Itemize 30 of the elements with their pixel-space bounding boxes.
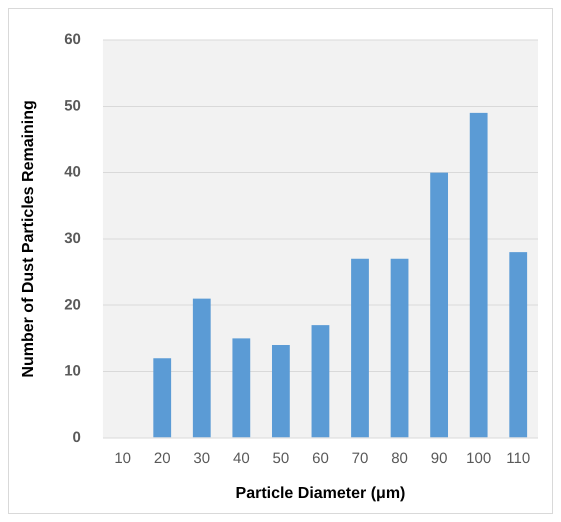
x-tick-label: 10 [114, 450, 132, 467]
y-tick-label: 50 [64, 97, 81, 114]
x-tick-label: 20 [154, 450, 171, 467]
y-tick-label: 10 [64, 362, 81, 380]
bar [351, 258, 369, 438]
bar [312, 325, 330, 438]
y-tick-label: 20 [64, 296, 81, 314]
bar [509, 252, 528, 438]
x-tick-label: 60 [312, 450, 329, 467]
y-tick-label: 40 [64, 164, 81, 181]
bar [272, 344, 290, 438]
y-tick-label: 0 [72, 428, 81, 446]
x-tick-label: 110 [506, 450, 530, 467]
bar [390, 258, 408, 438]
bar [232, 338, 250, 438]
x-tick-label: 100 [466, 450, 492, 467]
x-axis-title: Particle Diameter (μm) [236, 484, 406, 502]
x-tick-label: 50 [272, 450, 290, 467]
x-tick-label: 80 [391, 450, 408, 467]
bar [153, 358, 172, 438]
y-tick-label: 30 [64, 230, 81, 248]
bar [470, 112, 488, 438]
x-tick-label: 70 [352, 450, 368, 467]
x-tick-label: 90 [430, 450, 448, 467]
x-tick-label: 30 [193, 450, 210, 467]
y-axis-title: Number of Dust Particles Remaining [20, 100, 38, 378]
bar [192, 298, 211, 438]
x-tick-label: 40 [232, 450, 250, 467]
bar [430, 172, 448, 438]
y-tick-label: 60 [64, 31, 81, 48]
